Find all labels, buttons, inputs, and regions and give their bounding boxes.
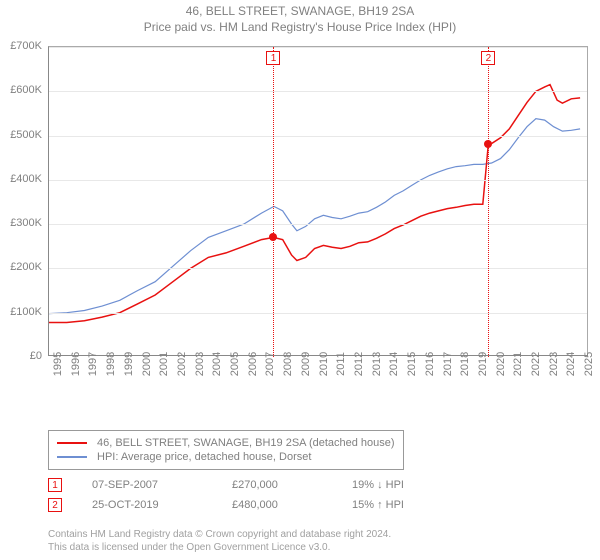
x-tick-label: 2011: [335, 352, 347, 376]
footer-line2: This data is licensed under the Open Gov…: [48, 541, 391, 554]
sale-price: £270,000: [232, 479, 322, 491]
x-tick-label: 1995: [52, 352, 64, 376]
y-tick-label: £600K: [0, 84, 42, 96]
x-tick-label: 2015: [406, 352, 418, 376]
page-title: 46, BELL STREET, SWANAGE, BH19 2SA: [0, 4, 600, 18]
x-tick-label: 2017: [442, 352, 454, 376]
x-tick-label: 1997: [87, 352, 99, 376]
legend-swatch: [57, 442, 87, 444]
x-tick-label: 1998: [105, 352, 117, 376]
sale-number-box: 1: [48, 478, 62, 492]
x-tick-label: 2024: [565, 352, 577, 376]
y-tick-label: £100K: [0, 306, 42, 318]
y-tick-label: £0: [0, 350, 42, 362]
footer-line1: Contains HM Land Registry data © Crown c…: [48, 528, 391, 541]
legend-swatch: [57, 456, 87, 458]
x-tick-label: 2014: [388, 352, 400, 376]
sales-table: 1 07-SEP-2007 £270,000 19% ↓ HPI 2 25-OCT-201…: [48, 478, 404, 518]
y-tick-label: £400K: [0, 173, 42, 185]
y-tick-label: £200K: [0, 261, 42, 273]
y-tick-label: £700K: [0, 40, 42, 52]
price-chart: 12 £0£100K£200K£300K£400K£500K£600K£700K…: [48, 46, 588, 386]
x-tick-label: 2018: [459, 352, 471, 376]
x-tick-label: 2022: [530, 352, 542, 376]
legend-label: 46, BELL STREET, SWANAGE, BH19 2SA (deta…: [97, 437, 395, 449]
sale-row: 1 07-SEP-2007 £270,000 19% ↓ HPI: [48, 478, 404, 492]
x-tick-label: 1996: [70, 352, 82, 376]
x-tick-label: 2006: [247, 352, 259, 376]
x-tick-label: 2008: [282, 352, 294, 376]
x-tick-label: 2019: [477, 352, 489, 376]
sale-hpi-diff: 15% ↑ HPI: [352, 499, 404, 511]
sale-marker: 1: [266, 51, 280, 65]
x-tick-label: 2004: [211, 352, 223, 376]
x-tick-label: 2000: [141, 352, 153, 376]
sale-row: 2 25-OCT-2019 £480,000 15% ↑ HPI: [48, 498, 404, 512]
footer-attribution: Contains HM Land Registry data © Crown c…: [48, 528, 391, 554]
x-tick-label: 2001: [158, 352, 170, 376]
x-tick-label: 2002: [176, 352, 188, 376]
sale-marker: 2: [481, 51, 495, 65]
x-tick-label: 2016: [424, 352, 436, 376]
legend-label: HPI: Average price, detached house, Dors…: [97, 451, 311, 463]
sale-date: 07-SEP-2007: [92, 479, 202, 491]
x-tick-label: 2023: [548, 352, 560, 376]
x-tick-label: 2020: [495, 352, 507, 376]
x-tick-label: 2012: [353, 352, 365, 376]
x-tick-label: 1999: [123, 352, 135, 376]
sale-hpi-diff: 19% ↓ HPI: [352, 479, 404, 491]
y-tick-label: £300K: [0, 217, 42, 229]
x-tick-label: 2021: [512, 352, 524, 376]
x-tick-label: 2010: [318, 352, 330, 376]
sale-date: 25-OCT-2019: [92, 499, 202, 511]
y-tick-label: £500K: [0, 129, 42, 141]
x-tick-label: 2025: [583, 352, 595, 376]
x-tick-label: 2013: [371, 352, 383, 376]
legend-item: HPI: Average price, detached house, Dors…: [57, 451, 395, 463]
x-tick-label: 2009: [300, 352, 312, 376]
page-subtitle: Price paid vs. HM Land Registry's House …: [0, 20, 600, 34]
sale-price: £480,000: [232, 499, 322, 511]
x-tick-label: 2003: [194, 352, 206, 376]
legend-item: 46, BELL STREET, SWANAGE, BH19 2SA (deta…: [57, 437, 395, 449]
x-tick-label: 2007: [264, 352, 276, 376]
sale-dot: [484, 140, 492, 148]
sale-number-box: 2: [48, 498, 62, 512]
x-tick-label: 2005: [229, 352, 241, 376]
legend: 46, BELL STREET, SWANAGE, BH19 2SA (deta…: [48, 430, 404, 470]
sale-dot: [269, 233, 277, 241]
